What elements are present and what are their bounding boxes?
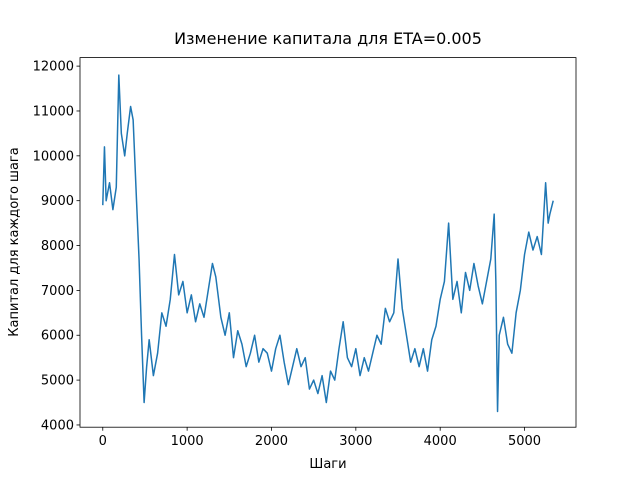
x-tick-label: 0 xyxy=(99,434,107,449)
x-tick-label: 5000 xyxy=(508,434,541,449)
y-tick-label: 10000 xyxy=(33,149,74,164)
y-tick-label: 5000 xyxy=(41,374,74,389)
chart-title: Изменение капитала для ETA=0.005 xyxy=(174,29,482,48)
y-tick-label: 6000 xyxy=(41,329,74,344)
y-tick-label: 12000 xyxy=(33,60,74,75)
x-tick-label: 2000 xyxy=(255,434,288,449)
x-tick-label: 1000 xyxy=(171,434,204,449)
data-line xyxy=(102,74,554,413)
y-axis-label: Капитал для каждого шага xyxy=(7,147,22,336)
y-tick-label: 11000 xyxy=(33,104,74,119)
x-tick-label: 3000 xyxy=(339,434,372,449)
y-tick-label: 7000 xyxy=(41,284,74,299)
x-tick-label: 4000 xyxy=(424,434,457,449)
x-axis-label: Шаги xyxy=(309,457,346,472)
y-tick-label: 4000 xyxy=(41,418,74,433)
plot-frame xyxy=(79,57,577,428)
y-tick-label: 8000 xyxy=(41,239,74,254)
y-tick-label: 9000 xyxy=(41,194,74,209)
